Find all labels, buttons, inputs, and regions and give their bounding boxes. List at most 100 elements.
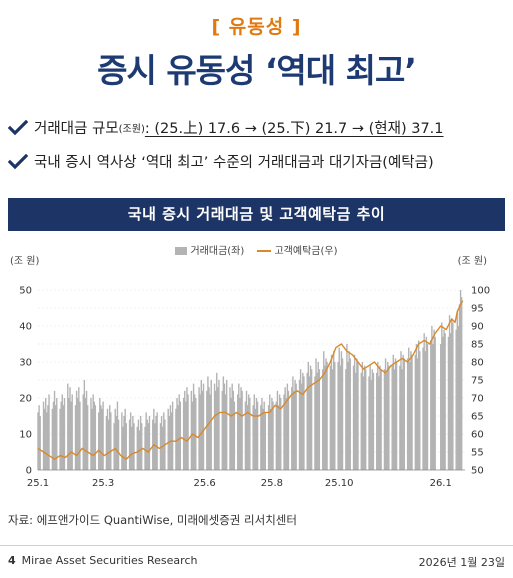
bar-mark bbox=[299, 369, 302, 470]
bar-mark bbox=[169, 405, 172, 470]
x-tick-label: 25.1 bbox=[27, 478, 49, 489]
bar-mark bbox=[210, 380, 212, 470]
bar-mark bbox=[121, 412, 123, 470]
bar-mark bbox=[190, 390, 193, 470]
bar-mark bbox=[199, 394, 201, 470]
bar-mark bbox=[287, 390, 290, 470]
bar-mark bbox=[278, 394, 281, 470]
bar-mark bbox=[216, 372, 218, 470]
bar-mark bbox=[74, 405, 77, 470]
right-tick-label: 60 bbox=[471, 430, 484, 441]
bar-mark bbox=[71, 394, 73, 470]
bar-mark bbox=[403, 358, 406, 470]
bar-mark bbox=[229, 387, 231, 470]
bar-mark bbox=[48, 394, 50, 470]
bar-mark bbox=[42, 401, 45, 470]
bar-mark bbox=[178, 394, 180, 470]
bar-mark bbox=[460, 297, 463, 470]
bar-mark bbox=[458, 304, 461, 470]
bar-mark bbox=[218, 380, 220, 470]
bar-mark bbox=[145, 412, 147, 470]
footer-org: 4 Mirae Asset Securities Research bbox=[8, 554, 197, 567]
bar-series bbox=[37, 290, 463, 470]
bar-mark bbox=[379, 365, 381, 470]
bar-mark bbox=[291, 387, 293, 470]
bar-mark bbox=[385, 372, 388, 470]
bar-mark bbox=[159, 423, 162, 470]
bar-mark bbox=[223, 383, 226, 470]
bar-mark bbox=[416, 358, 419, 470]
bar-mark bbox=[316, 372, 318, 470]
bar-mark bbox=[191, 401, 194, 470]
chart-axes: 0 10 20 30 40 50 50 55 60 65 70 75 80 85 90 95 100 25.1 25… bbox=[19, 286, 490, 490]
bar-mark bbox=[63, 398, 66, 470]
bar-mark bbox=[90, 398, 92, 470]
bar-mark bbox=[260, 405, 262, 470]
bar-mark bbox=[415, 344, 418, 470]
bar-mark bbox=[101, 408, 103, 470]
bar-mark bbox=[419, 351, 421, 470]
bar-mark bbox=[116, 401, 119, 470]
left-tick-label: 50 bbox=[19, 286, 32, 297]
bar-mark bbox=[365, 369, 367, 470]
bar-mark bbox=[349, 358, 351, 470]
bar-mark bbox=[156, 412, 158, 470]
bar-mark bbox=[238, 383, 240, 470]
bar-mark bbox=[384, 358, 387, 470]
bar-mark bbox=[131, 426, 133, 470]
bar-mark bbox=[70, 401, 72, 470]
bar-mark bbox=[277, 405, 280, 470]
section-tag: [ 유동성 ] bbox=[211, 16, 302, 38]
source-note: 자료: 에프앤가이드 QuantiWise, 미래에셋증권 리서치센터 bbox=[8, 513, 297, 527]
bar-mark bbox=[93, 401, 95, 470]
bar-mark bbox=[370, 380, 372, 470]
bar-mark bbox=[309, 365, 312, 470]
bar-mark bbox=[338, 347, 340, 470]
bar-mark bbox=[256, 401, 259, 470]
bar-mark bbox=[301, 383, 303, 470]
bar-mark bbox=[262, 408, 264, 470]
bar-mark bbox=[56, 398, 58, 470]
bar-mark bbox=[318, 369, 321, 470]
bar-mark bbox=[356, 358, 358, 470]
bar-mark bbox=[253, 394, 255, 470]
legend-line-swatch bbox=[257, 250, 272, 252]
legend-line-label: 고객예탁금(우) bbox=[274, 246, 338, 257]
x-tick-label: 25.6 bbox=[193, 478, 215, 489]
right-tick-label: 55 bbox=[471, 448, 484, 459]
bar-mark bbox=[424, 351, 426, 470]
bar-mark bbox=[193, 394, 196, 470]
bar-mark bbox=[248, 394, 250, 470]
bar-mark bbox=[395, 362, 398, 470]
bar-mark bbox=[141, 423, 143, 470]
bar-mark bbox=[107, 419, 110, 470]
bar-mark bbox=[84, 398, 87, 470]
bar-mark bbox=[240, 387, 242, 470]
bar-mark bbox=[82, 394, 84, 470]
bar-mark bbox=[371, 369, 374, 470]
bar-mark bbox=[324, 365, 326, 470]
bar-mark bbox=[325, 358, 327, 470]
bar-mark bbox=[347, 362, 349, 470]
bar-mark bbox=[272, 401, 274, 470]
bar-mark bbox=[414, 354, 417, 470]
bar-mark bbox=[244, 401, 247, 470]
right-tick-label: 65 bbox=[471, 412, 484, 423]
bar-mark bbox=[85, 390, 88, 470]
bar-mark bbox=[337, 362, 339, 470]
bar-mark bbox=[60, 401, 62, 470]
bar-mark bbox=[317, 362, 319, 470]
checkmark-icon bbox=[8, 119, 28, 135]
bar-mark bbox=[109, 405, 111, 470]
bar-mark bbox=[372, 372, 375, 470]
bar-mark bbox=[267, 405, 270, 470]
bar-mark bbox=[213, 383, 216, 470]
bar-mark bbox=[456, 311, 458, 470]
bar-mark bbox=[146, 419, 148, 470]
bar-mark bbox=[160, 416, 163, 470]
bar-mark bbox=[283, 394, 285, 470]
bar-mark bbox=[402, 354, 404, 470]
bar-mark bbox=[392, 354, 394, 470]
right-tick-label: 100 bbox=[471, 286, 490, 297]
bar-mark bbox=[352, 365, 355, 470]
